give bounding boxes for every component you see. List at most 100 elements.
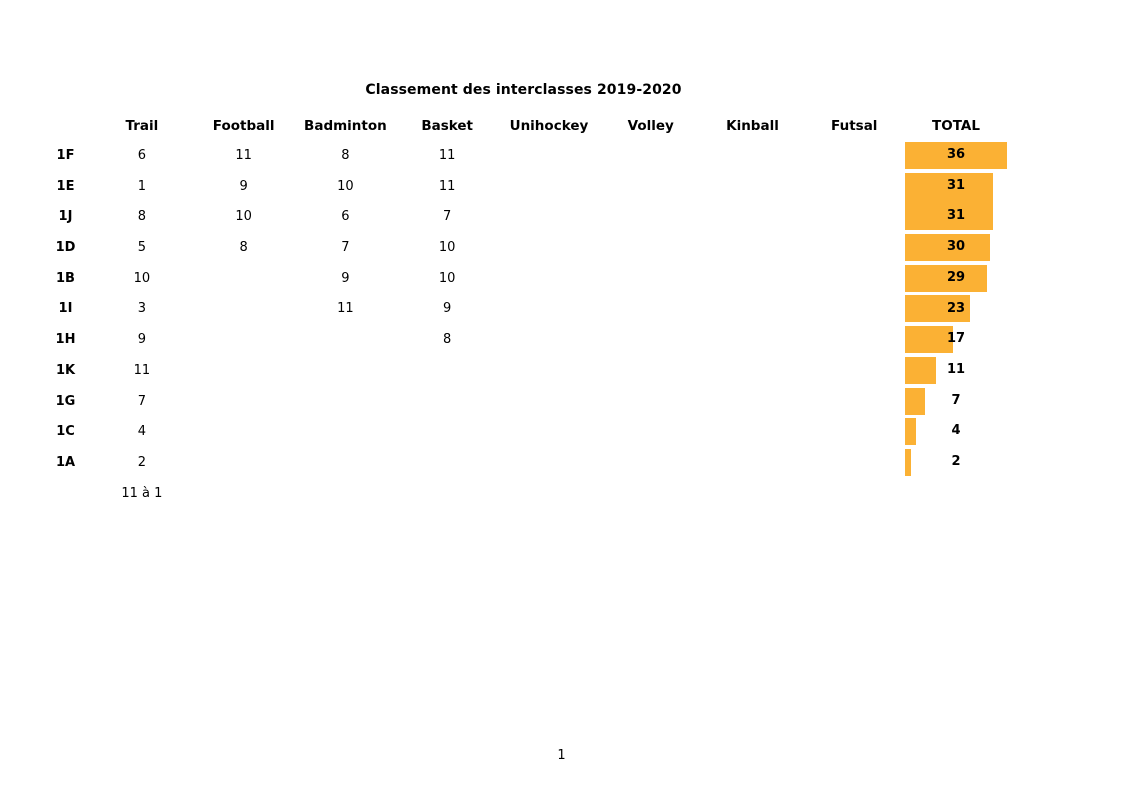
total-value: 29: [946, 269, 966, 285]
total-cell: 36: [905, 140, 1007, 171]
row-label: 1E: [56, 178, 75, 194]
value-cell-football: 9: [239, 178, 248, 194]
total-cell: 11: [905, 355, 1007, 386]
row-label: 1A: [55, 455, 76, 471]
total-value: 11: [946, 362, 966, 378]
row-label: 1C: [56, 424, 75, 440]
row-label: 1B: [56, 270, 75, 286]
total-cell: 2: [905, 447, 1007, 478]
value-cell-basket: 10: [438, 270, 456, 286]
table-header-row: Trail Football Badminton Basket Unihockey Vol…: [40, 111, 1007, 140]
row-label: 1I: [58, 301, 73, 317]
total-value: 2: [951, 454, 961, 470]
row-label: 1J: [58, 209, 73, 225]
column-header-kinball: Kinball: [726, 117, 779, 134]
footer-row: 11 à 1: [40, 478, 1007, 509]
value-cell-basket: 10: [438, 240, 456, 256]
column-header-badminton: Badminton: [304, 117, 387, 134]
total-value: 17: [946, 331, 966, 347]
total-bar: [905, 418, 917, 446]
value-cell-football: 10: [235, 209, 252, 225]
total-bar: [905, 141, 1007, 169]
value-cell-football: 8: [239, 240, 248, 256]
column-header-futsal: Futsal: [831, 117, 878, 134]
value-cell-badminton: 9: [341, 270, 350, 286]
total-bar: [905, 356, 937, 384]
value-cell-trail: 7: [137, 393, 147, 409]
value-cell-trail: 8: [137, 209, 147, 225]
row-label: 1F: [56, 147, 75, 163]
table-row: 1D 5 8 7 10 30: [40, 232, 1007, 263]
value-cell-trail: 11: [133, 362, 151, 378]
value-cell-badminton: 11: [337, 301, 354, 317]
total-cell: 30: [905, 232, 1007, 263]
total-value: 31: [946, 177, 966, 193]
table-row: 1C 4 4: [40, 416, 1007, 447]
total-bar: [905, 201, 993, 231]
table-row: 1A 2 2: [40, 447, 1007, 478]
total-bar: [905, 295, 971, 323]
total-cell: 29: [905, 263, 1007, 294]
value-cell-trail: 4: [137, 424, 147, 440]
total-bar: [905, 387, 925, 415]
total-bar: [905, 264, 988, 292]
total-cell: [905, 478, 1007, 509]
column-header-volley: Volley: [627, 117, 674, 134]
total-bar: [905, 449, 911, 477]
total-cell: 17: [905, 324, 1007, 355]
total-value: 4: [951, 423, 961, 439]
page-number: 1: [557, 748, 566, 763]
value-cell-trail: 5: [137, 240, 147, 256]
total-value: 36: [946, 147, 966, 162]
total-bar: [905, 172, 993, 202]
table-body: 1F 6 11 8 11 36 1E 1 9 10 11 31 1J 8 10 6 7 31 1D 5 8 7 10 30 1B…: [40, 140, 1007, 509]
value-cell-trail: 2: [137, 455, 147, 471]
table-row: 1G 7 7: [40, 386, 1007, 417]
value-cell-badminton: 10: [337, 178, 354, 194]
total-cell: 7: [905, 386, 1007, 417]
total-bar: [905, 326, 954, 354]
value-cell-basket: 9: [443, 301, 452, 317]
row-label: 1H: [55, 332, 76, 348]
value-cell-trail: 9: [137, 332, 147, 348]
row-label: 1G: [55, 393, 76, 409]
table-row: 1J 8 10 6 7 31: [40, 201, 1007, 232]
value-cell-football: 11: [235, 147, 252, 163]
value-cell-badminton: 6: [341, 209, 350, 225]
total-cell: 4: [905, 416, 1007, 447]
column-header-basket: Basket: [421, 117, 474, 134]
value-cell-basket: 11: [438, 147, 456, 163]
table-row: 1E 1 9 10 11 31: [40, 171, 1007, 202]
value-cell-trail: 3: [137, 301, 147, 317]
value-cell-badminton: 7: [341, 240, 350, 256]
value-cell-trail: 1: [137, 178, 147, 194]
row-label: 1K: [55, 362, 76, 378]
table-row: 1H 9 8 17: [40, 324, 1007, 355]
table-row: 1I 3 11 9 23: [40, 294, 1007, 325]
column-header-total: TOTAL: [932, 117, 980, 134]
value-cell-badminton: 8: [341, 147, 350, 163]
total-value: 31: [946, 208, 966, 224]
total-cell: 23: [905, 294, 1007, 325]
chart-title: Classement des interclasses 2019-2020: [365, 82, 682, 98]
total-value: 23: [946, 300, 966, 316]
column-header-football: Football: [212, 117, 275, 134]
total-value: 7: [951, 392, 961, 408]
value-cell-trail: 10: [133, 270, 151, 286]
value-cell-trail: 6: [137, 147, 147, 163]
table-row: 1F 6 11 8 11 36: [40, 140, 1007, 171]
value-cell-basket: 7: [443, 209, 452, 225]
total-cell: 31: [905, 201, 1007, 232]
total-bar: [905, 234, 990, 262]
value-cell-trail: 11 à 1: [121, 485, 163, 501]
total-cell: 31: [905, 171, 1007, 202]
column-header-trail: Trail: [125, 117, 159, 134]
interclass-table: Trail Football Badminton Basket Unihockey Vol…: [40, 111, 1007, 509]
table-row: 1B 10 9 10 29: [40, 263, 1007, 294]
total-value: 30: [946, 239, 966, 255]
value-cell-basket: 8: [443, 332, 452, 348]
row-label: 1D: [55, 240, 76, 256]
value-cell-basket: 11: [438, 178, 456, 194]
table-row: 1K 11 11: [40, 355, 1007, 386]
